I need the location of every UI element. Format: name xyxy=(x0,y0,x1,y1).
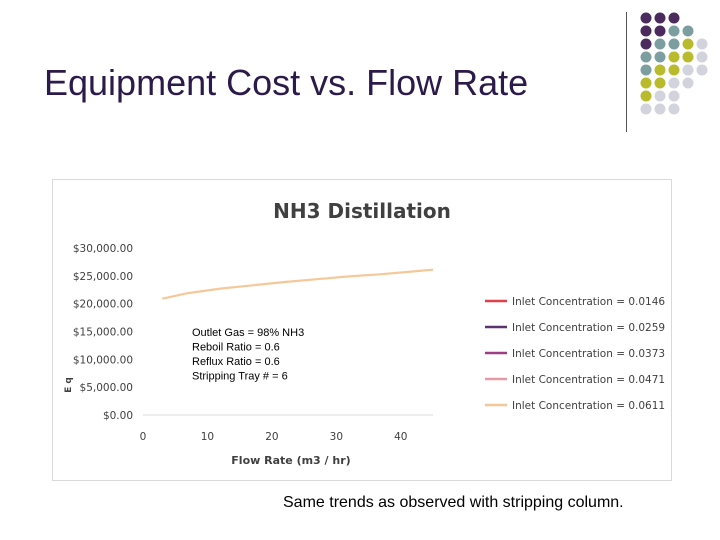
decor-dot xyxy=(654,25,666,37)
chart-annotation: Stripping Tray # = 6 xyxy=(192,371,288,383)
decor-dot xyxy=(668,51,680,63)
decor-dot xyxy=(668,12,680,24)
decor-dot xyxy=(668,25,680,37)
decor-dot xyxy=(682,64,694,76)
y-tick-label: $10,000.00 xyxy=(73,354,133,366)
decor-dot xyxy=(654,103,666,115)
y-tick-label: $15,000.00 xyxy=(73,327,133,339)
decor-dot xyxy=(696,51,708,63)
y-tick-label: $25,000.00 xyxy=(73,271,133,283)
decor-dot xyxy=(668,38,680,50)
decor-dot xyxy=(696,38,708,50)
decor-dot xyxy=(654,77,666,89)
decor-dot xyxy=(640,90,652,102)
decor-dot xyxy=(682,51,694,63)
x-tick-label: 10 xyxy=(201,431,214,443)
legend-label: Inlet Concentration = 0.0259 xyxy=(512,322,665,334)
decor-dot xyxy=(640,64,652,76)
decor-dot xyxy=(682,38,694,50)
decor-dot xyxy=(640,25,652,37)
line-chart: NH3 Distillation $0.00 $5,000.00 $10,000.0… xyxy=(64,199,665,467)
decor-dot xyxy=(640,103,652,115)
x-axis-label: Flow Rate (m3 / hr) xyxy=(231,454,350,467)
chart-container: NH3 Distillation $0.00 $5,000.00 $10,000.0… xyxy=(52,179,672,481)
decor-dot xyxy=(654,38,666,50)
chart-annotation: Reflux Ratio = 0.6 xyxy=(192,356,280,368)
decor-dot xyxy=(682,77,694,89)
decor-dot xyxy=(654,90,666,102)
decor-dot xyxy=(640,38,652,50)
y-tick-label: $0.00 xyxy=(103,410,133,422)
legend-label: Inlet Concentration = 0.0471 xyxy=(512,374,665,386)
chart-annotation: Outlet Gas = 98% NH3 xyxy=(192,327,304,339)
decor-dot xyxy=(640,77,652,89)
legend-label: Inlet Concentration = 0.0146 xyxy=(512,296,665,308)
decor-dot xyxy=(654,12,666,24)
decor-dot xyxy=(654,64,666,76)
chart-annotation: Reboil Ratio = 0.6 xyxy=(192,342,280,354)
y-tick-label: $30,000.00 xyxy=(73,243,133,255)
series-line xyxy=(162,268,434,300)
decor-dot xyxy=(640,12,652,24)
x-tick-label: 40 xyxy=(394,431,407,443)
legend-label: Inlet Concentration = 0.0373 xyxy=(512,348,665,360)
decor-dot xyxy=(682,25,694,37)
decor-dot xyxy=(668,90,680,102)
decor-dot xyxy=(696,64,708,76)
decor-dot xyxy=(668,64,680,76)
decor-dot xyxy=(640,51,652,63)
decor-dot xyxy=(668,77,680,89)
title-divider xyxy=(626,12,627,132)
x-tick-label: 30 xyxy=(330,431,343,443)
decor-dot xyxy=(654,51,666,63)
x-tick-label: 20 xyxy=(265,431,278,443)
y-tick-label: $20,000.00 xyxy=(73,299,133,311)
x-tick-label: 0 xyxy=(140,431,147,443)
y-axis-label: E q xyxy=(64,377,74,393)
slide-title: Equipment Cost vs. Flow Rate xyxy=(44,62,529,103)
slide-caption: Same trends as observed with stripping c… xyxy=(283,494,624,511)
y-tick-label: $5,000.00 xyxy=(80,382,133,394)
chart-title: NH3 Distillation xyxy=(273,199,451,223)
decor-dot xyxy=(668,103,680,115)
legend-label: Inlet Concentration = 0.0611 xyxy=(512,400,665,412)
